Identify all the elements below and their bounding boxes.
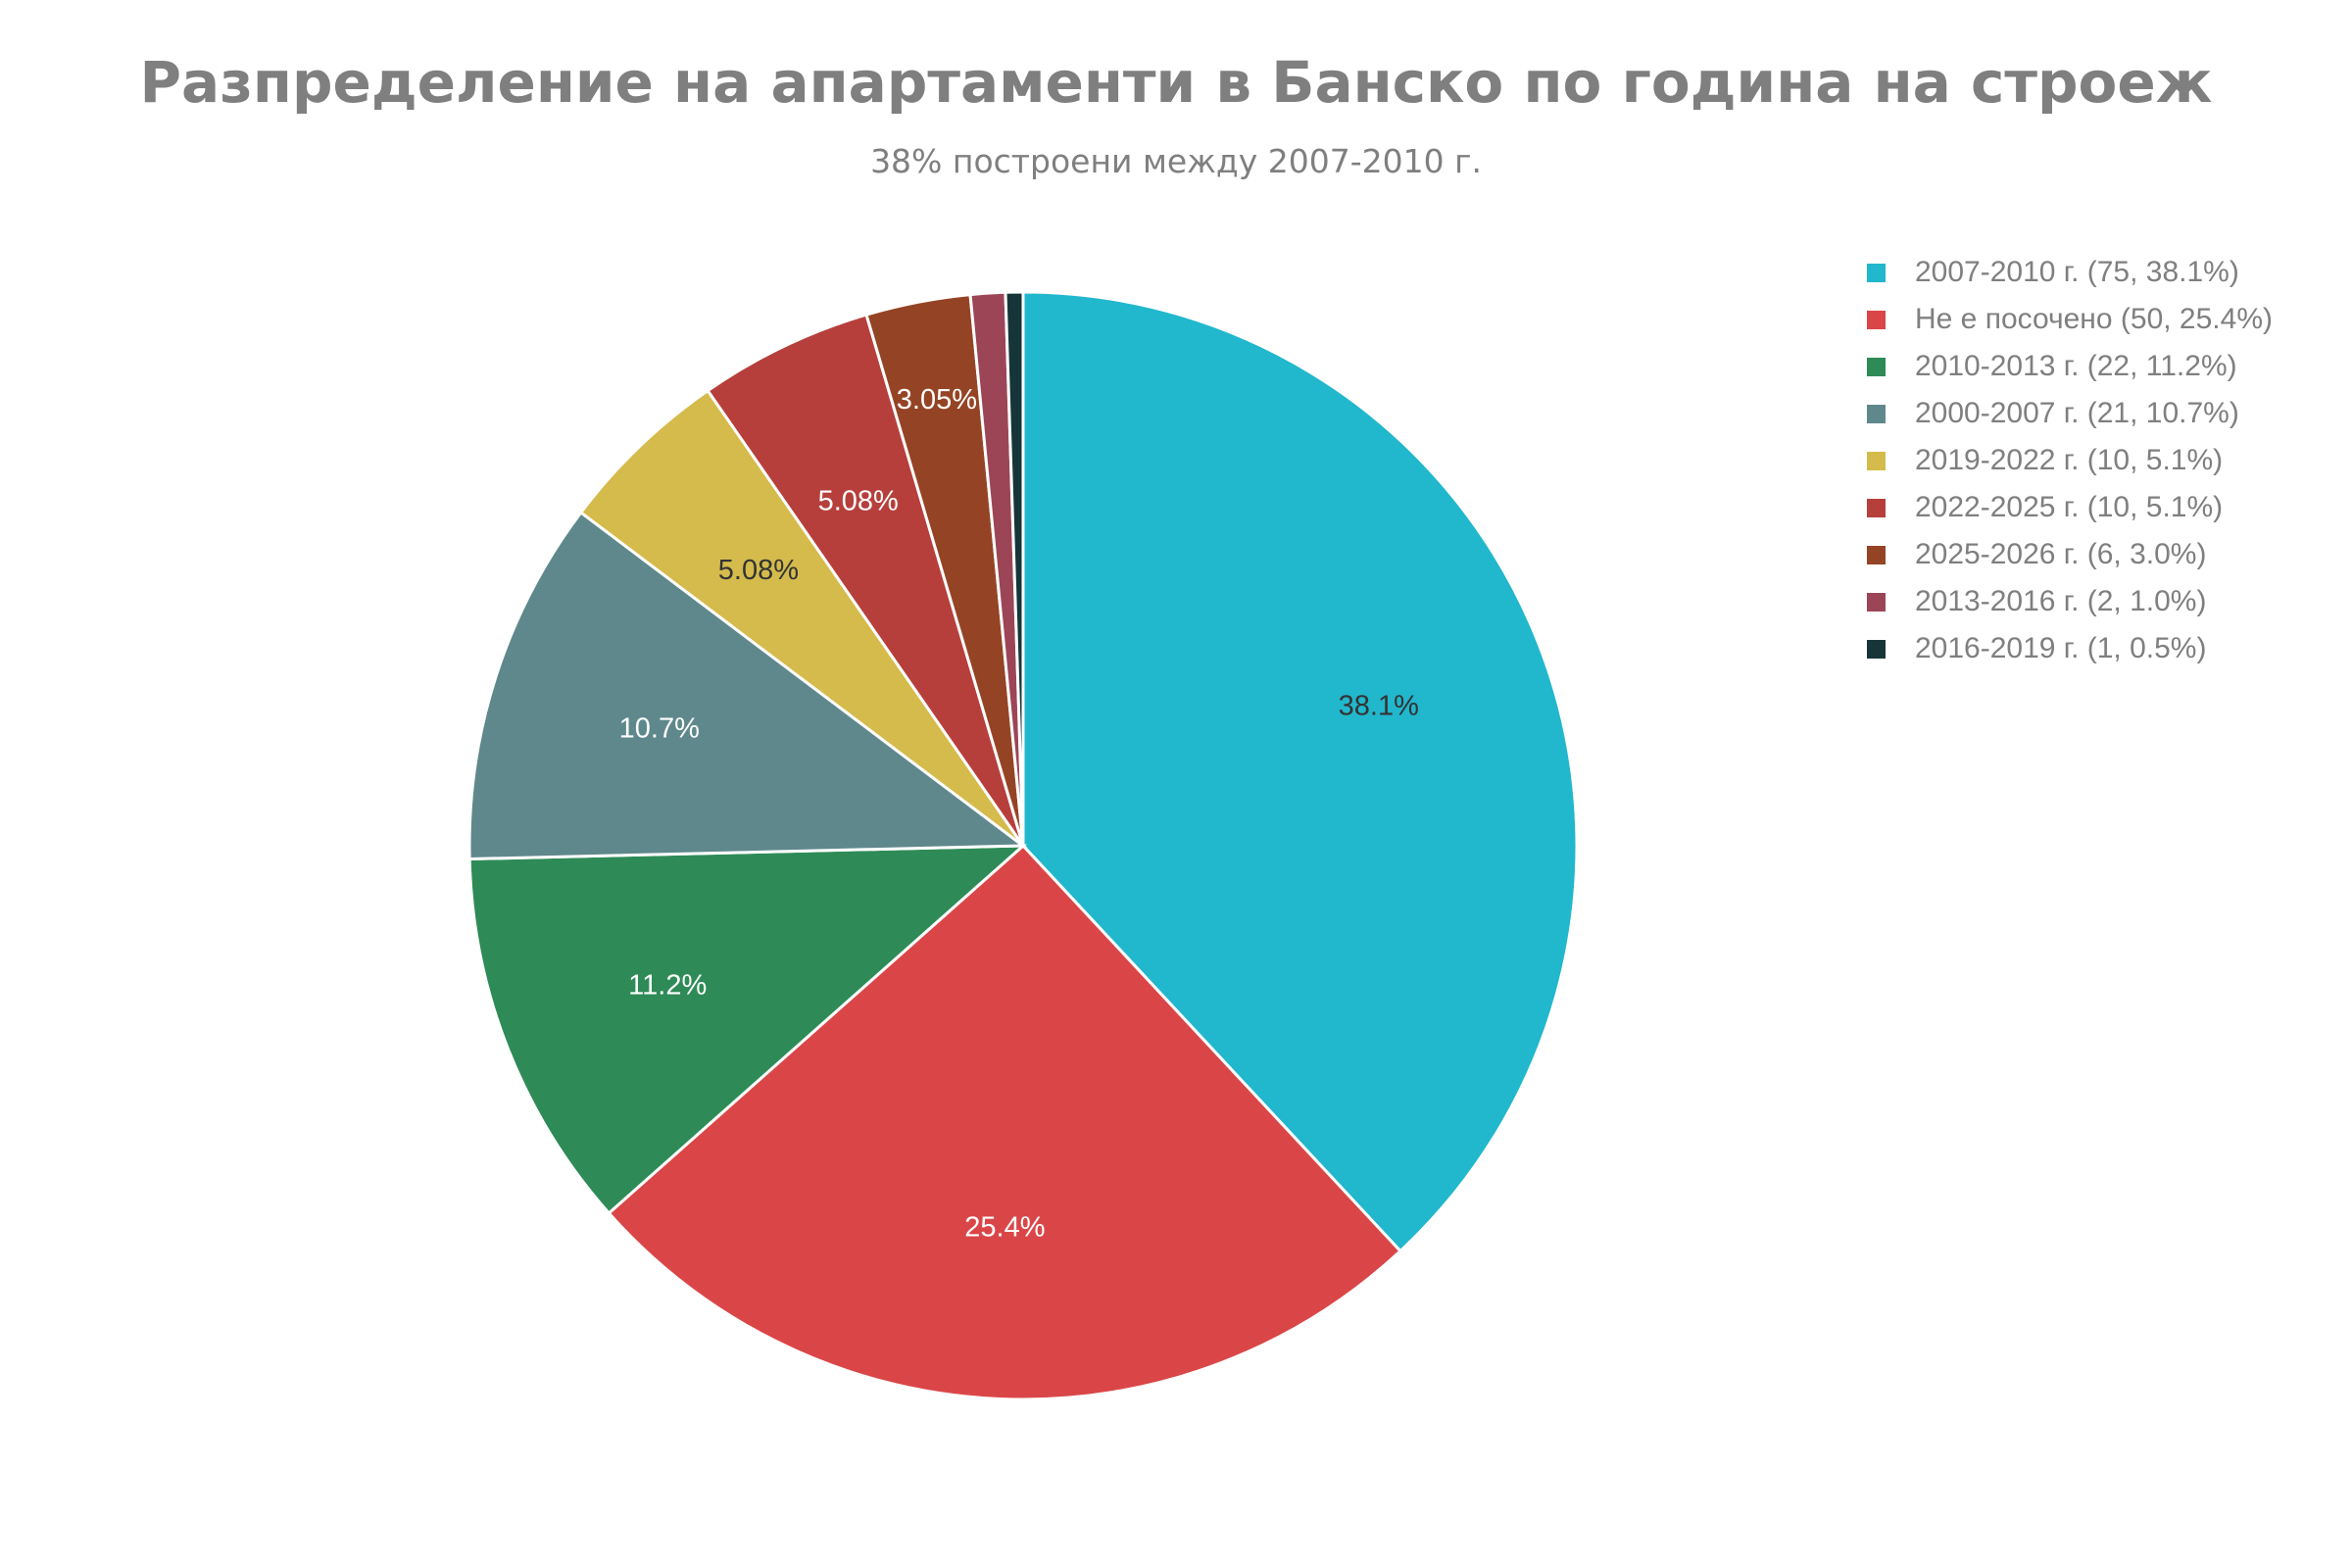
pie-slice-label-5: 5.08% <box>818 485 899 516</box>
legend-swatch-4 <box>1867 451 1886 470</box>
legend-item-7[interactable]: 2013-2016 г. (2, 1.0%) <box>1867 578 2273 625</box>
legend-swatch-2 <box>1867 357 1886 376</box>
legend-item-1[interactable]: Не е посочено (50, 25.4%) <box>1867 296 2273 343</box>
pie-slice-3[interactable] <box>467 510 1028 861</box>
pie-slice-label-0: 38.1% <box>1339 690 1419 721</box>
legend-swatch-6 <box>1867 545 1886 564</box>
pie-slices <box>467 290 1579 1401</box>
chart-subtitle: 38% построени между 2007-2010 г. <box>870 142 1482 180</box>
legend-swatch-0 <box>1867 263 1886 282</box>
pie-slice-8[interactable] <box>1004 290 1025 847</box>
legend-item-5[interactable]: 2022-2025 г. (10, 5.1%) <box>1867 484 2273 531</box>
legend-label-1: Не е посочено (50, 25.4%) <box>1915 303 2273 335</box>
pie-slice-0[interactable] <box>1021 290 1579 1253</box>
legend-label-2: 2010-2013 г. (22, 11.2%) <box>1915 350 2237 382</box>
legend-swatch-1 <box>1867 310 1886 329</box>
pie-slice-1[interactable] <box>607 843 1403 1401</box>
legend-label-0: 2007-2010 г. (75, 38.1%) <box>1915 256 2239 288</box>
pie-slice-label-1: 25.4% <box>964 1211 1045 1243</box>
legend-item-2[interactable]: 2010-2013 г. (22, 11.2%) <box>1867 343 2273 390</box>
pie-slice-label-3: 10.7% <box>619 713 700 745</box>
pie-slice-label-4: 5.08% <box>718 555 799 586</box>
pie-slice-5[interactable] <box>706 313 1025 847</box>
legend-item-8[interactable]: 2016-2019 г. (1, 0.5%) <box>1867 625 2273 672</box>
legend-label-4: 2019-2022 г. (10, 5.1%) <box>1915 444 2224 476</box>
pie-slice-4[interactable] <box>578 388 1025 848</box>
legend-item-3[interactable]: 2000-2007 г. (21, 10.7%) <box>1867 390 2273 437</box>
pie-slice-label-2: 11.2% <box>628 970 707 1002</box>
legend-item-4[interactable]: 2019-2022 г. (10, 5.1%) <box>1867 437 2273 484</box>
pie-slice-label-6: 3.05% <box>897 384 977 416</box>
chart-title: Разпределение на апартаменти в Банско по… <box>139 49 2213 116</box>
legend-swatch-8 <box>1867 639 1886 659</box>
legend-item-0[interactable]: 2007-2010 г. (75, 38.1%) <box>1867 249 2273 296</box>
legend-swatch-5 <box>1867 498 1886 517</box>
legend-label-7: 2013-2016 г. (2, 1.0%) <box>1915 585 2207 617</box>
pie-slice-2[interactable] <box>467 844 1028 1216</box>
legend-swatch-7 <box>1867 592 1886 612</box>
legend-label-3: 2000-2007 г. (21, 10.7%) <box>1915 397 2239 429</box>
legend-label-8: 2016-2019 г. (1, 0.5%) <box>1915 632 2207 664</box>
legend: 2007-2010 г. (75, 38.1%) Не е посочено (5… <box>1867 249 2273 672</box>
legend-item-6[interactable]: 2025-2026 г. (6, 3.0%) <box>1867 531 2273 578</box>
pie-slice-labels: 38.1% 25.4% 11.2% 10.7% 5.08% 5.08% 3.05% <box>619 384 1419 1243</box>
legend-swatch-3 <box>1867 404 1886 423</box>
legend-label-6: 2025-2026 г. (6, 3.0%) <box>1915 538 2207 570</box>
legend-label-5: 2022-2025 г. (10, 5.1%) <box>1915 491 2224 523</box>
